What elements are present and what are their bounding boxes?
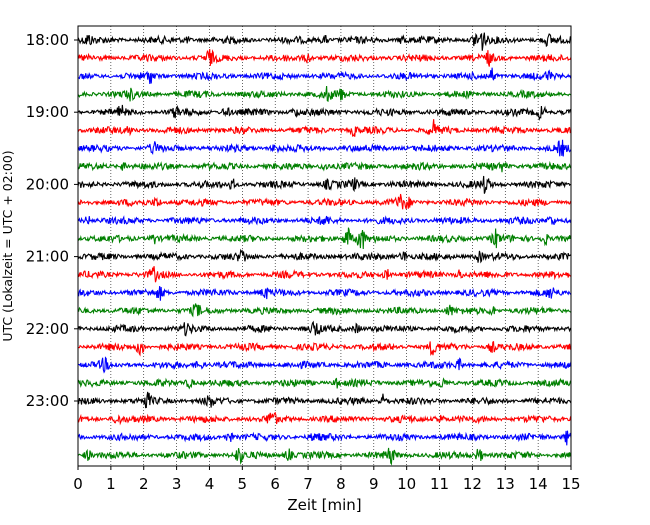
trace-row-19 bbox=[77, 377, 572, 390]
trace-row-20 bbox=[77, 391, 572, 409]
trace-row-10 bbox=[77, 215, 572, 226]
x-tick-label: 15 bbox=[561, 475, 580, 493]
x-tick-label: 4 bbox=[205, 475, 215, 493]
trace-row-8 bbox=[77, 175, 572, 194]
x-tick-label: 12 bbox=[463, 475, 482, 493]
trace-row-15 bbox=[77, 303, 572, 318]
x-axis: 0 1 2 3 4 5 6 7 8 9 10 11 12 13 14 15 bbox=[73, 466, 581, 493]
y-tick-label: 23:00 bbox=[26, 392, 69, 410]
trace-row-14 bbox=[77, 285, 572, 301]
trace-row-21 bbox=[77, 411, 572, 426]
y-axis-label: UTC (Lokalzeit = UTC + 02:00) bbox=[0, 150, 15, 341]
trace-row-13 bbox=[77, 266, 572, 283]
trace-row-9 bbox=[77, 193, 572, 210]
x-tick-label: 7 bbox=[303, 475, 313, 493]
trace-row-3 bbox=[77, 86, 572, 102]
trace-row-16 bbox=[77, 320, 572, 337]
x-tick-label: 3 bbox=[172, 475, 182, 493]
y-tick-label: 21:00 bbox=[26, 248, 69, 266]
trace-row-5 bbox=[77, 119, 572, 137]
x-tick-label: 14 bbox=[529, 475, 548, 493]
x-axis-label: Zeit [min] bbox=[287, 496, 361, 514]
x-tick-label: 2 bbox=[139, 475, 149, 493]
x-tick-label: 9 bbox=[369, 475, 379, 493]
trace-row-1 bbox=[77, 49, 572, 67]
trace-row-18 bbox=[77, 356, 572, 374]
trace-row-11 bbox=[77, 227, 572, 250]
trace-row-4 bbox=[77, 104, 572, 122]
x-tick-label: 5 bbox=[238, 475, 248, 493]
trace-row-22 bbox=[77, 430, 572, 446]
x-tick-label: 8 bbox=[336, 475, 346, 493]
trace-row-23 bbox=[77, 447, 572, 466]
x-tick-label: 1 bbox=[106, 475, 116, 493]
trace-layer bbox=[77, 32, 572, 466]
plot-frame bbox=[77, 25, 572, 467]
trace-row-7 bbox=[77, 160, 572, 173]
x-tick-label: 10 bbox=[397, 475, 416, 493]
trace-row-2 bbox=[77, 67, 572, 84]
x-tick-label: 11 bbox=[430, 475, 449, 493]
trace-row-6 bbox=[77, 139, 572, 157]
trace-row-12 bbox=[77, 248, 572, 264]
y-tick-label: 18:00 bbox=[26, 31, 69, 49]
y-tick-label: 19:00 bbox=[26, 103, 69, 121]
y-axis: 18:00 19:00 20:00 21:00 22:00 23:00 bbox=[26, 31, 78, 410]
y-tick-label: 20:00 bbox=[26, 175, 69, 193]
x-tick-label: 13 bbox=[496, 475, 515, 493]
x-tick-label: 6 bbox=[270, 475, 280, 493]
grid-layer bbox=[110, 26, 539, 466]
trace-row-0 bbox=[77, 32, 571, 51]
trace-row-17 bbox=[77, 340, 572, 357]
x-tick-label: 0 bbox=[73, 475, 83, 493]
y-tick-label: 22:00 bbox=[26, 320, 69, 338]
